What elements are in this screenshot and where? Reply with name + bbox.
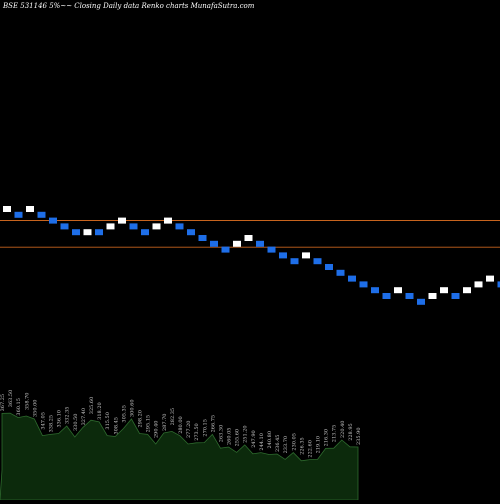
renko-brick-down xyxy=(61,223,69,229)
renko-brick-down xyxy=(279,252,287,258)
renko-brick-down xyxy=(49,218,57,224)
renko-brick-up xyxy=(153,223,161,229)
renko-brick-down xyxy=(291,258,299,264)
renko-brick-down xyxy=(256,241,264,247)
renko-brick-up xyxy=(440,287,448,293)
renko-brick-down xyxy=(314,258,322,264)
renko-brick-down xyxy=(38,212,46,218)
renko-brick-down xyxy=(15,212,23,218)
volume-label: 332.35 xyxy=(65,407,71,425)
renko-brick-down xyxy=(222,247,230,253)
volume-label: 308.45 xyxy=(113,417,119,435)
volume-label: 226.35 xyxy=(299,437,305,455)
volume-label: 270.15 xyxy=(202,419,208,437)
volume-label: 230.05 xyxy=(291,433,297,451)
volume-label: 247.90 xyxy=(251,430,257,448)
renko-brick-down xyxy=(268,247,276,253)
volume-label: 367.25 xyxy=(0,394,6,412)
renko-brick-up xyxy=(107,223,115,229)
renko-brick-down xyxy=(210,241,218,247)
volume-label: 222.60 xyxy=(307,440,313,458)
renko-brick-down xyxy=(348,276,356,282)
volume-label: 350.00 xyxy=(32,400,38,418)
volume-label: 360.15 xyxy=(16,398,22,416)
volume-label: 305.35 xyxy=(121,405,127,423)
volume-label: 358.70 xyxy=(24,393,30,411)
renko-brick-up xyxy=(26,206,34,212)
volume-label: 228.95 xyxy=(348,423,354,441)
volume-label: 315.50 xyxy=(105,412,111,430)
renko-brick-up xyxy=(475,281,483,287)
volume-label: 219.10 xyxy=(316,436,322,454)
volume-label: 236.45 xyxy=(275,435,281,453)
renko-brick-down xyxy=(383,293,391,299)
renko-brick-down xyxy=(130,223,138,229)
volume-label: 327.40 xyxy=(81,408,87,426)
volume-label: 235.90 xyxy=(356,428,362,446)
volume-label: 277.20 xyxy=(186,421,192,439)
volume-label: 273.50 xyxy=(194,423,200,441)
volume-label: 347.05 xyxy=(40,412,46,430)
renko-brick-down xyxy=(176,223,184,229)
volume-label: 290.40 xyxy=(154,421,160,439)
volume-label: 266.75 xyxy=(210,415,216,433)
volume-label: 318.20 xyxy=(97,402,103,420)
renko-brick-down xyxy=(95,229,103,235)
renko-brick-down xyxy=(417,299,425,305)
renko-brick-down xyxy=(141,229,149,235)
volume-label: 263.30 xyxy=(218,425,224,443)
renko-brick-up xyxy=(429,293,437,299)
volume-label: 233.70 xyxy=(283,436,289,454)
volume-label: 295.15 xyxy=(146,415,152,433)
volume-label: 282.35 xyxy=(170,408,176,426)
renko-brick-down xyxy=(371,287,379,293)
volume-label: 251.20 xyxy=(243,425,249,443)
volume-label: 220.40 xyxy=(340,421,346,439)
volume-label: 287.70 xyxy=(162,414,168,432)
renko-brick-up xyxy=(233,241,241,247)
volume-label: 213.75 xyxy=(332,425,338,443)
volume-label: 280.00 xyxy=(178,416,184,434)
volume-label: 255.60 xyxy=(235,429,241,446)
chart-title: BSE 531146 5%~~ Closing Daily data Renko… xyxy=(3,2,254,10)
renko-brick-up xyxy=(394,287,402,293)
volume-label: 363.50 xyxy=(8,390,14,408)
renko-brick-down xyxy=(452,293,460,299)
volume-label: 244.10 xyxy=(259,433,265,451)
volume-label: 300.60 xyxy=(129,400,135,418)
renko-brick-up xyxy=(463,287,471,293)
volume-label: 216.30 xyxy=(324,429,330,447)
renko-brick-up xyxy=(3,206,11,212)
volume-label: 338.25 xyxy=(49,415,55,433)
volume-label: 336.10 xyxy=(57,410,63,428)
renko-brick-down xyxy=(187,229,195,235)
renko-brick-up xyxy=(164,218,172,224)
renko-brick-down xyxy=(72,229,80,235)
volume-label: 260.05 xyxy=(227,428,233,446)
renko-brick-up xyxy=(302,252,310,258)
renko-brick-up xyxy=(84,229,92,235)
volume-label: 298.20 xyxy=(138,410,144,428)
renko-brick-up xyxy=(245,235,253,241)
renko-brick-down xyxy=(406,293,414,299)
volume-label: 240.80 xyxy=(267,431,273,449)
volume-label: 325.60 xyxy=(89,397,95,415)
volume-label: 330.50 xyxy=(73,414,79,432)
renko-brick-down xyxy=(199,235,207,241)
renko-brick-down xyxy=(337,270,345,276)
renko-brick-down xyxy=(360,281,368,287)
renko-brick-up xyxy=(118,218,126,224)
renko-brick-down xyxy=(325,264,333,270)
renko-brick-up xyxy=(486,276,494,282)
